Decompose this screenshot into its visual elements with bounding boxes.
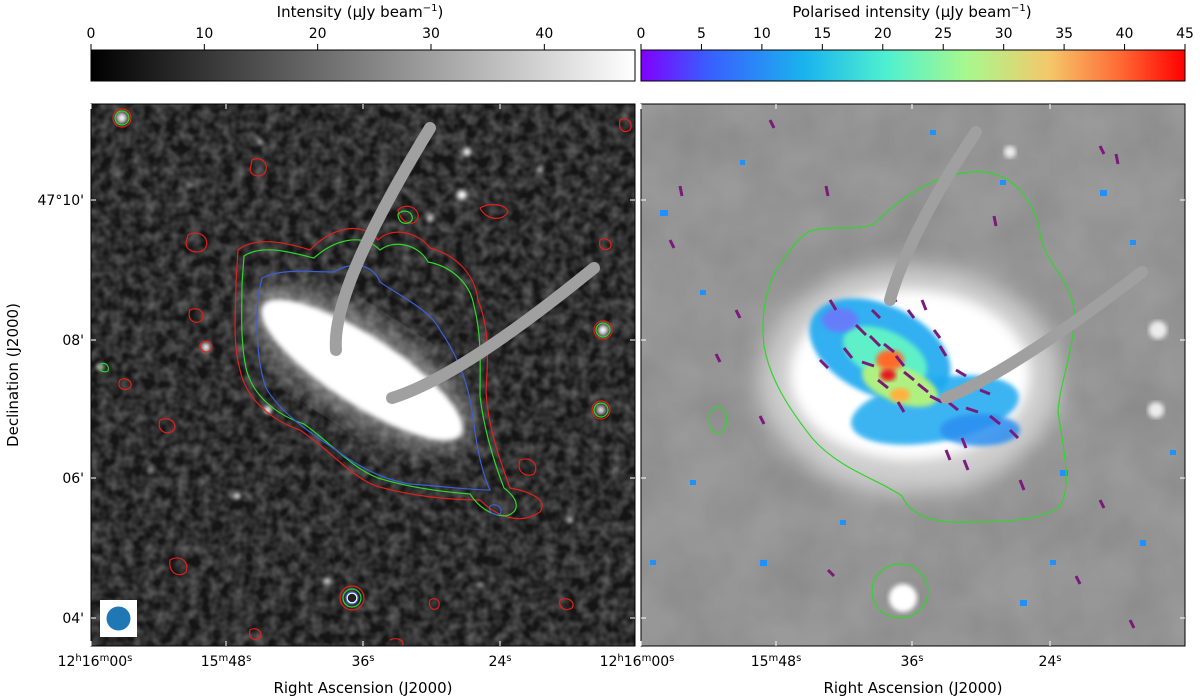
colorbar-polarised-tick-label: 40 xyxy=(1116,26,1134,42)
colorbar-polarised-tick-label: 5 xyxy=(697,26,706,42)
polarised-emission xyxy=(809,298,1020,446)
x-tick-label: 15m48s xyxy=(751,653,802,670)
radio-continuum-tails-right xyxy=(884,126,1148,404)
radio-continuum-tails xyxy=(329,122,600,404)
panel-polarised-intensity xyxy=(641,104,1185,646)
contour-red xyxy=(108,108,632,646)
colorbar-polarised-label: Polarised intensity (μJy beam−1) xyxy=(792,3,1031,21)
x-tick-label: 36s xyxy=(351,653,374,670)
x-tick-label: 36s xyxy=(900,653,923,670)
colorbar-polarised-tick-label: 45 xyxy=(1176,26,1194,42)
colorbar-intensity-tick-label: 30 xyxy=(422,26,440,42)
colorbar-intensity-tick-label: 40 xyxy=(535,26,553,42)
x-axis-label-left: Right Ascension (J2000) xyxy=(273,679,452,697)
y-tick-label: 08' xyxy=(62,333,84,349)
galaxy-ngc-disk xyxy=(247,285,473,451)
colorbar-polarised-tick-label: 25 xyxy=(934,26,952,42)
contour-green-right xyxy=(708,171,1075,619)
colorbar-intensity: Intensity (μJy beam−1) 0 10 20 30 40 xyxy=(87,3,636,82)
beam-indicator xyxy=(100,600,137,637)
colorbar-polarised-intensity: Polarised intensity (μJy beam−1) 0 5 10 15 2… xyxy=(637,3,1194,82)
colorbar-intensity-tick-label: 20 xyxy=(309,26,327,42)
y-tick-label: 04' xyxy=(62,611,84,627)
colorbar-polarised-tick-label: 0 xyxy=(637,26,646,42)
colorbar-intensity-tick-label: 0 xyxy=(87,26,96,42)
x-axis-label-right: Right Ascension (J2000) xyxy=(823,679,1002,697)
right-panel-frame xyxy=(640,103,1186,647)
point-sources xyxy=(97,113,608,587)
colorbar-polarised-tick-label: 20 xyxy=(874,26,892,42)
colorbar-polarised-tick-label: 10 xyxy=(753,26,771,42)
scattered-pi-pixels xyxy=(650,130,1176,606)
y-tick-label: 47°10' xyxy=(38,193,84,209)
x-tick-label: 24s xyxy=(488,653,511,670)
x-tick-label: 12h16m00s xyxy=(58,653,133,670)
colorbar-polarised-tick-label: 30 xyxy=(995,26,1013,42)
y-tick-label: 06' xyxy=(62,471,84,487)
y-axis-label: Declination (J2000) xyxy=(4,303,22,447)
colorbar-intensity-tick-label: 10 xyxy=(195,26,213,42)
panel-total-intensity xyxy=(91,104,635,646)
x-tick-label: 12h16m00s xyxy=(600,653,675,670)
colorbar-intensity-label: Intensity (μJy beam−1) xyxy=(277,3,444,21)
x-tick-label: 15m48s xyxy=(201,653,252,670)
background-source xyxy=(889,584,917,612)
x-tick-label: 24s xyxy=(1038,653,1061,670)
contour-blue xyxy=(256,264,502,605)
background-source xyxy=(346,592,358,604)
colorbar-polarised-tick-label: 15 xyxy=(813,26,831,42)
colorbar-polarised-tick-label: 35 xyxy=(1055,26,1073,42)
